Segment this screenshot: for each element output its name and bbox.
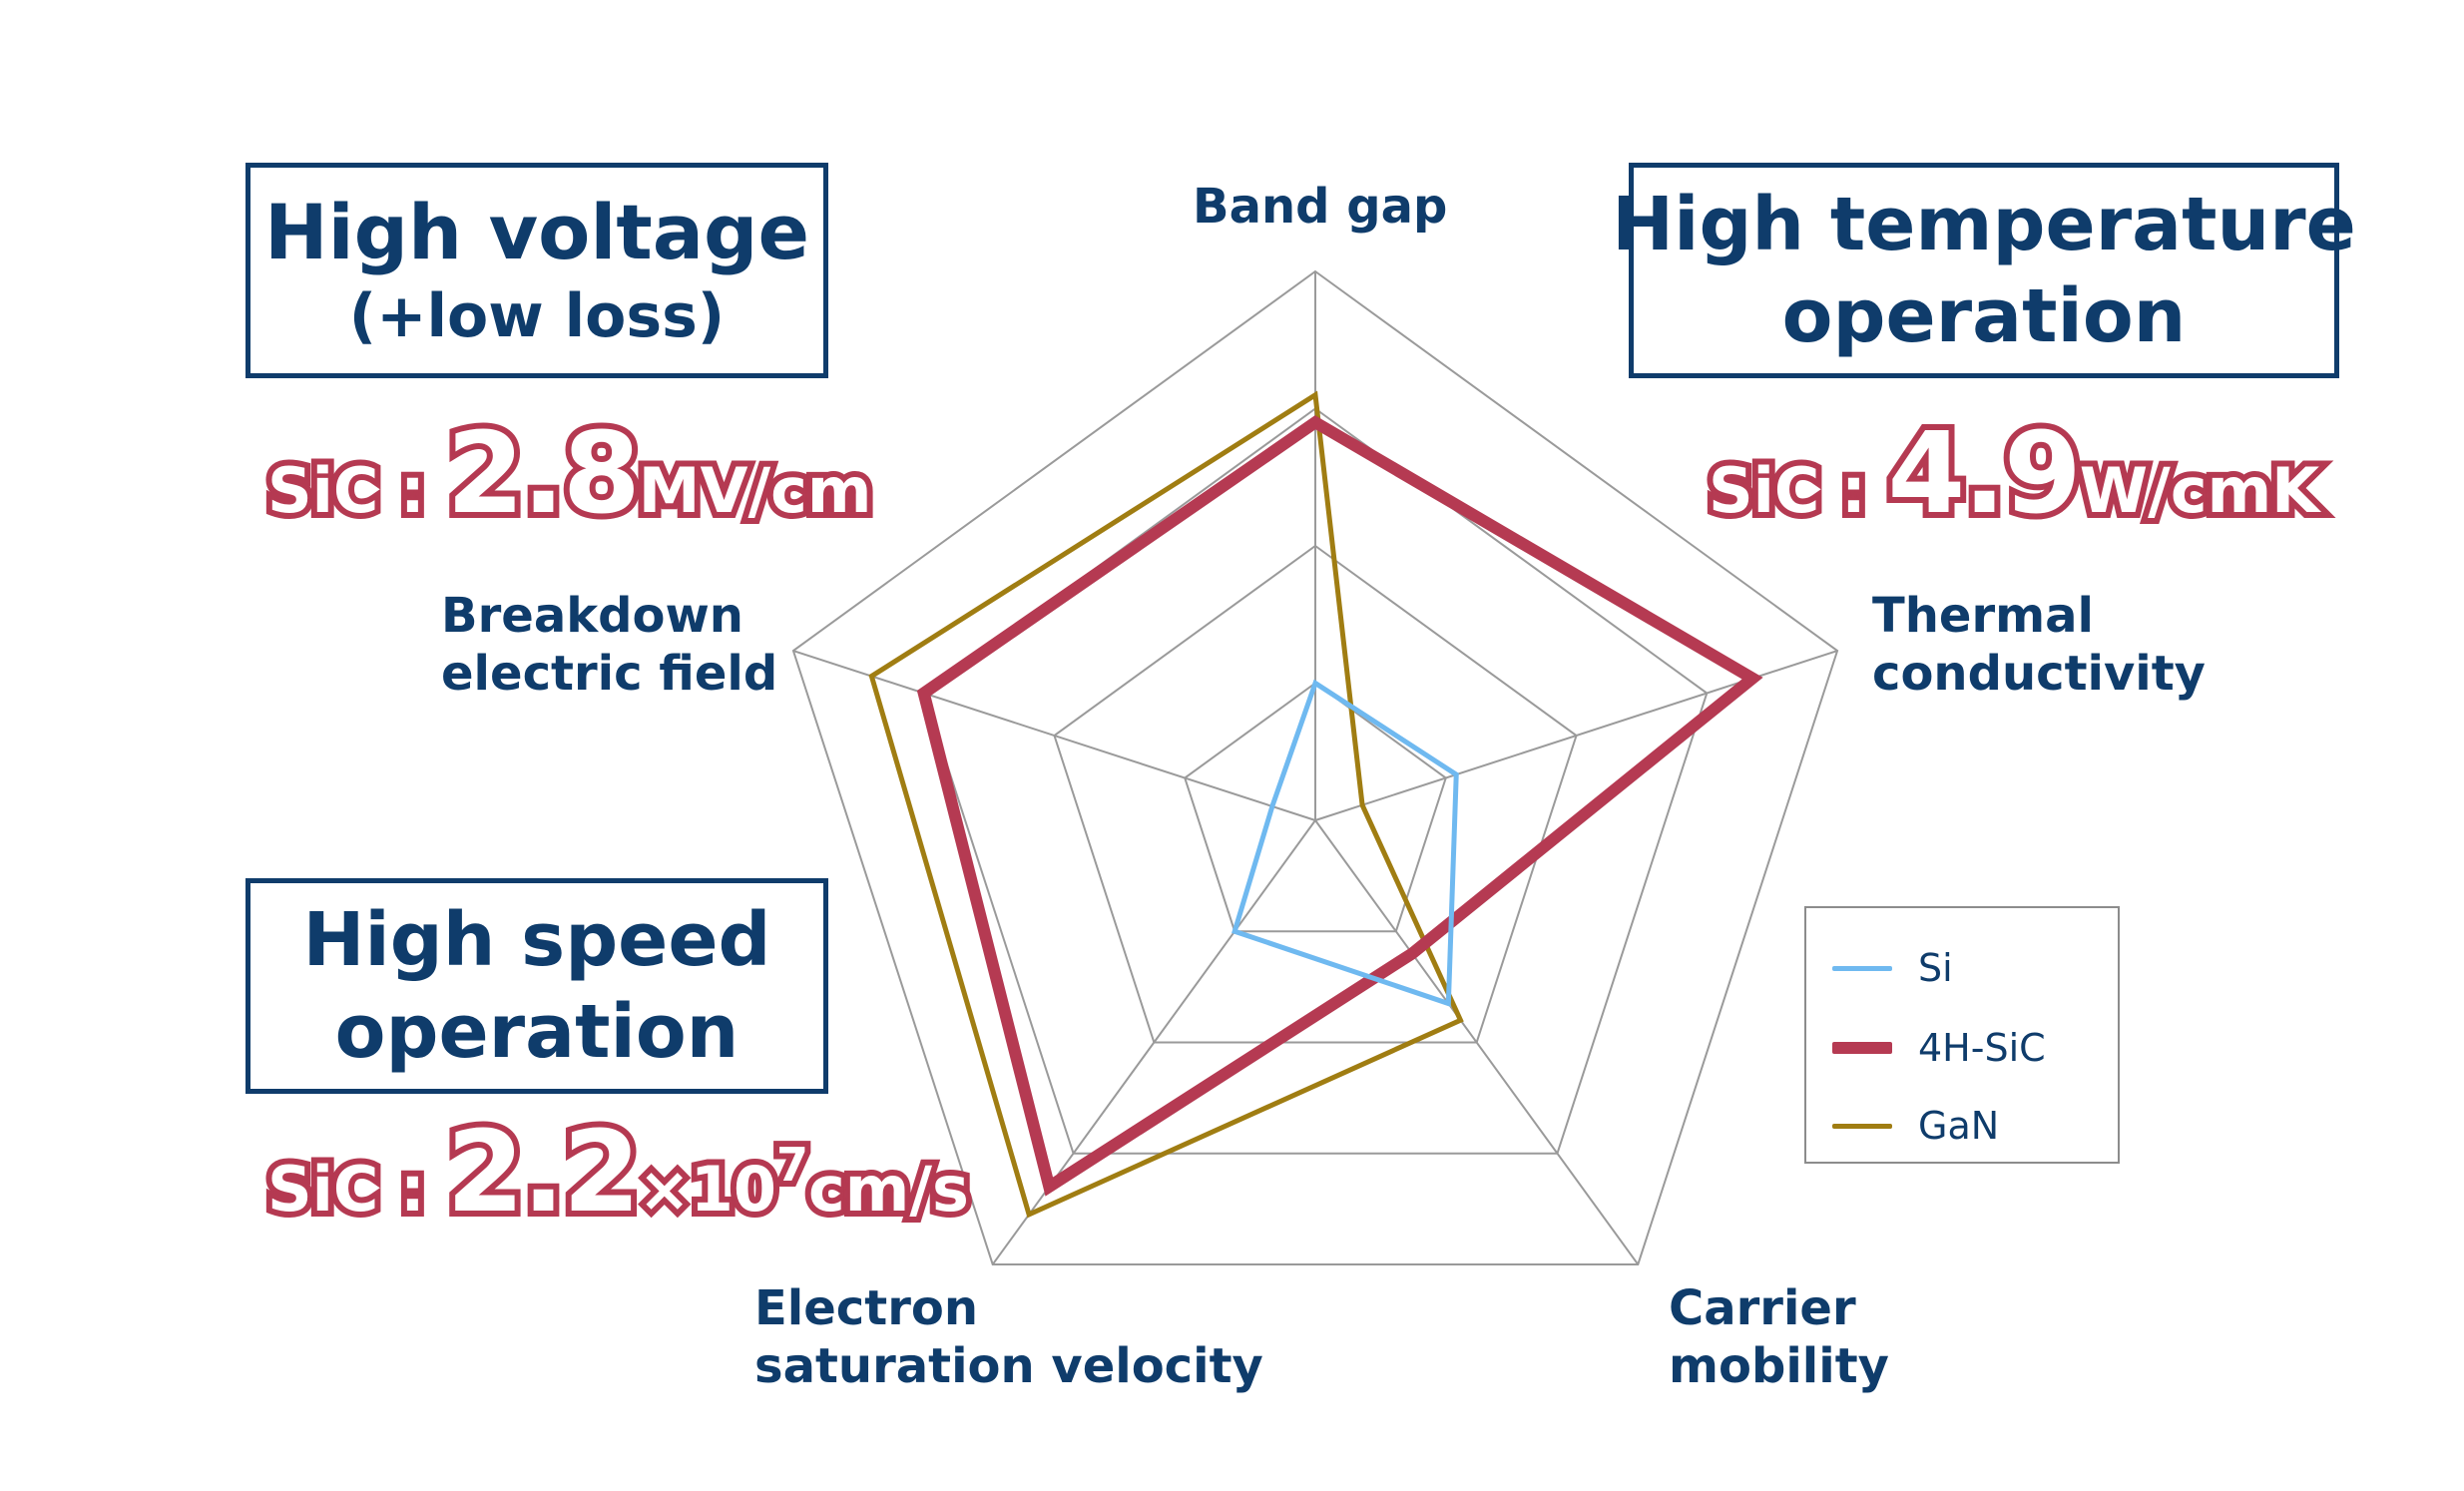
- callout-value: 4.9: [1881, 403, 2087, 545]
- callout-value: 2.8: [440, 403, 646, 545]
- callout-unit: cm/s: [802, 1147, 975, 1232]
- high-temperature-box: High temperature operation: [1612, 163, 2356, 378]
- high-voltage-subtitle: (+low loss): [348, 281, 726, 351]
- legend-swatch-gan: [1832, 1123, 1892, 1129]
- high-temperature-title: High temperature: [1612, 182, 2356, 267]
- callout-prefix: SiC :: [1703, 448, 1888, 533]
- sic-thermal-callout: SiC : 4.9W/cmK: [1703, 403, 2325, 545]
- sic-breakdown-callout: SiC : 2.8MV/cm: [261, 403, 878, 545]
- legend-item-gan: GaN: [1832, 1104, 2000, 1148]
- high-speed-box: High speed operation: [246, 878, 828, 1094]
- axis-label-breakdown-electric-field: Breakdown electric field: [441, 588, 778, 702]
- series-4h-sic: [916, 415, 1763, 1197]
- grid-ring: [1053, 544, 1578, 1044]
- callout-value: 2.2: [440, 1102, 646, 1243]
- grid-spoke: [792, 650, 1316, 821]
- axis-label-electron-saturation-velocity: Electron saturation velocity: [754, 1280, 1263, 1394]
- callout-unit: W/cmK: [2074, 448, 2325, 533]
- high-voltage-title: High voltage: [264, 188, 809, 276]
- legend-swatch-si: [1832, 965, 1892, 971]
- legend-item-si: Si: [1832, 946, 1953, 990]
- callout-unit: MV/cm: [633, 448, 878, 533]
- legend-label-si: Si: [1918, 946, 1953, 990]
- axis-label-thermal-conductivity: Thermal conductivity: [1872, 588, 2206, 702]
- callout-times: ×10: [633, 1147, 782, 1232]
- grid-ring: [1184, 682, 1447, 933]
- callout-prefix: SiC :: [261, 1147, 447, 1232]
- radar-series: [868, 390, 1763, 1219]
- axis-label-carrier-mobility: Carrier mobility: [1669, 1280, 1889, 1394]
- series-si: [1232, 679, 1459, 1007]
- legend-item-4h-sic: 4H-SiC: [1832, 1026, 2046, 1070]
- grid-ring: [791, 269, 1839, 1265]
- high-speed-subtitle: operation: [334, 989, 739, 1075]
- legend-swatch-4h-sic: [1832, 1042, 1892, 1054]
- legend-label-gan: GaN: [1918, 1104, 2000, 1148]
- high-temperature-subtitle: operation: [1781, 273, 2187, 359]
- callout-prefix: SiC :: [261, 448, 447, 533]
- series-gan: [868, 390, 1464, 1219]
- callout-exponent: 7: [770, 1132, 814, 1198]
- legend-label-4h-sic: 4H-SiC: [1918, 1026, 2046, 1070]
- axis-label-band-gap: Band gap: [1193, 179, 1448, 235]
- sic-velocity-callout: SiC : 2.2×107cm/s: [261, 1102, 975, 1243]
- high-speed-title: High speed: [302, 897, 771, 983]
- grid-spoke: [1314, 819, 1640, 1265]
- radar-grid: [791, 269, 1839, 1265]
- chart-legend: Si 4H-SiC GaN: [1804, 906, 2120, 1164]
- high-voltage-box: High voltage (+low loss): [246, 163, 828, 378]
